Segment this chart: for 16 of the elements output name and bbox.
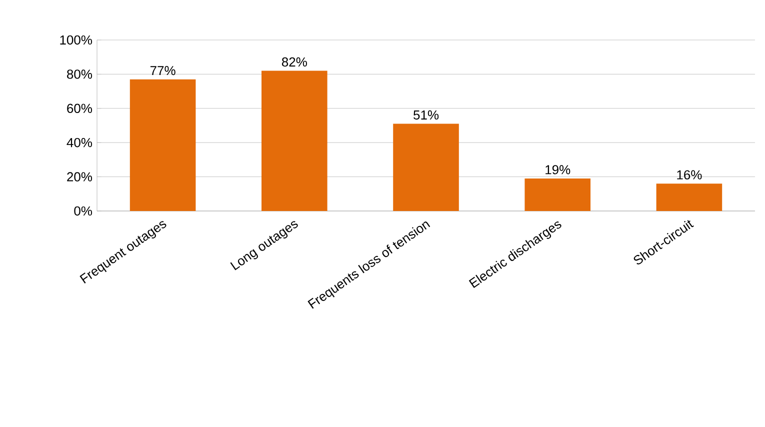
y-tick-label: 20% (67, 172, 92, 182)
y-tick-label: 0% (74, 206, 92, 216)
data-label: 16% (677, 170, 702, 180)
data-label: 82% (282, 57, 307, 67)
y-tick-label: 80% (67, 70, 92, 79)
y-tick-label: 60% (67, 104, 92, 113)
bar (524, 178, 590, 211)
y-tick-label: 40% (66, 138, 92, 148)
data-label: 77% (150, 66, 176, 76)
y-tick-label: 100% (60, 35, 92, 45)
bar (656, 184, 722, 211)
data-label: 51% (414, 110, 439, 120)
bar (130, 79, 196, 211)
bar (393, 124, 459, 211)
data-label: 19% (546, 165, 570, 174)
bar (262, 70, 328, 211)
